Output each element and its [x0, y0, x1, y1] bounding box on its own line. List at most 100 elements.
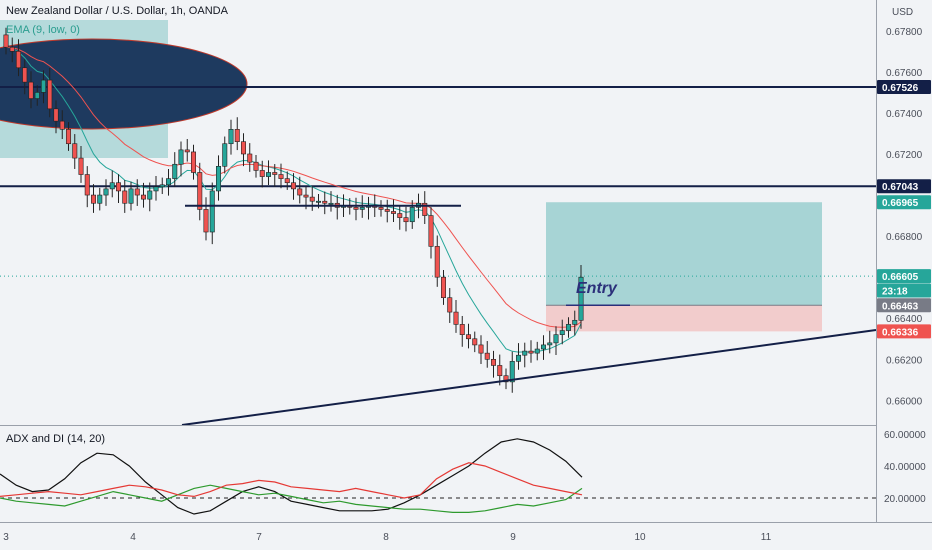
- time-axis[interactable]: 3 4 7 8 9 10 11: [0, 522, 932, 550]
- price-tick-label: 0.67400: [886, 109, 923, 120]
- candle-body: [109, 182, 115, 190]
- candle-body: [322, 200, 328, 204]
- adx-tick-label: 40.00000: [884, 462, 926, 473]
- candle-body: [191, 151, 197, 173]
- candle-body: [540, 344, 546, 350]
- price-tag: [877, 179, 931, 194]
- candle-body: [522, 350, 528, 356]
- candle-body: [272, 172, 278, 175]
- candle-body: [490, 358, 496, 366]
- ema-legend: EMA (9, low, 0): [6, 24, 80, 36]
- trend-lines[interactable]: [181, 204, 877, 426]
- price-tick-label: 0.67600: [886, 68, 923, 79]
- time-tick-label: 9: [510, 532, 516, 543]
- candle-body: [497, 365, 503, 377]
- candle-body: [547, 342, 553, 346]
- candle-body: [247, 153, 253, 163]
- price-tag: [877, 298, 931, 313]
- candle-body: [359, 207, 365, 210]
- entry-label: Entry: [576, 280, 618, 297]
- time-tick-label: 4: [130, 532, 136, 543]
- candle-body: [440, 276, 446, 299]
- candle-body: [290, 182, 296, 190]
- adx-legend: ADX and DI (14, 20): [6, 433, 105, 445]
- candle-body: [472, 338, 478, 346]
- candle-body: [309, 196, 315, 202]
- adx-pane[interactable]: [0, 438, 876, 515]
- candle-body: [122, 190, 128, 204]
- candle-body: [422, 202, 428, 216]
- candle-body: [241, 141, 247, 155]
- candle-body: [172, 163, 178, 179]
- currency-label: USD: [892, 7, 913, 18]
- di_minus-line: [0, 462, 583, 499]
- price-pane[interactable]: [0, 20, 877, 426]
- candle-body: [97, 194, 103, 204]
- price-tag-label: 23:18: [882, 287, 908, 298]
- price-tick-label: 0.66800: [886, 232, 923, 243]
- adx-tick-label: 60.00000: [884, 430, 926, 441]
- price-tick-label: 0.66200: [886, 355, 923, 366]
- time-axis-background: [0, 522, 932, 550]
- ellipse-shape: [0, 38, 248, 130]
- candle-body: [116, 182, 122, 192]
- candle-body: [459, 324, 465, 335]
- time-tick-label: 10: [634, 532, 646, 543]
- candle-body: [378, 207, 384, 210]
- candle-body: [428, 215, 434, 247]
- candle-body: [484, 352, 490, 360]
- candle-body: [384, 209, 390, 212]
- candle-body: [515, 354, 521, 362]
- candle-body: [78, 157, 84, 175]
- price-tag-label: 0.66965: [882, 198, 919, 209]
- candle-body: [28, 81, 34, 99]
- candle-body: [53, 108, 59, 122]
- price-tag: [877, 283, 931, 298]
- price-tag-label: 0.66336: [882, 327, 919, 338]
- candle-body: [303, 194, 309, 198]
- candle-body: [197, 172, 203, 210]
- candle-body: [409, 207, 415, 223]
- candle-body: [565, 324, 571, 331]
- candle-body: [222, 143, 228, 167]
- candle-body: [534, 348, 540, 354]
- candle-body: [209, 190, 215, 233]
- adx-line: [0, 438, 583, 515]
- candle-body: [553, 334, 559, 344]
- candle-body: [578, 276, 584, 321]
- price-tick-label: 0.67200: [886, 150, 923, 161]
- candle-body: [390, 211, 396, 214]
- price-tag: [877, 80, 931, 95]
- candle-body: [297, 188, 303, 196]
- candle-body: [15, 51, 21, 69]
- candle-body: [91, 194, 97, 204]
- candle-body: [253, 161, 259, 171]
- candle-body: [353, 207, 359, 210]
- candle-body: [59, 120, 65, 130]
- candle-body: [47, 79, 53, 110]
- price-tag-label: 0.66605: [882, 272, 919, 283]
- ema-slow-line: [5, 46, 582, 328]
- stop-zone: [546, 305, 822, 332]
- candle-body: [453, 311, 459, 325]
- price-axis[interactable]: USD 0.67800 0.67600 0.67400 0.67200 0.66800 0…: [876, 0, 932, 522]
- target-zone: [546, 202, 822, 306]
- horizontal-lines[interactable]: [0, 86, 876, 277]
- price-tick-label: 0.67800: [886, 27, 923, 38]
- candle-body: [9, 46, 15, 52]
- chart-title: New Zealand Dollar / U.S. Dollar, 1h, OA…: [6, 5, 229, 17]
- candle-body: [259, 170, 265, 177]
- candle-body: [72, 143, 78, 159]
- candle-body: [203, 209, 209, 233]
- price-tag-label: 0.67526: [882, 83, 919, 94]
- price-tick-label: 0.66000: [886, 396, 923, 407]
- ascending-trendline[interactable]: [181, 329, 877, 426]
- candle-body: [434, 246, 440, 278]
- time-tick-label: 3: [3, 532, 9, 543]
- candle-body: [34, 92, 40, 99]
- price-tag: [877, 269, 931, 284]
- candle-body: [315, 200, 321, 203]
- candle-body: [559, 330, 565, 335]
